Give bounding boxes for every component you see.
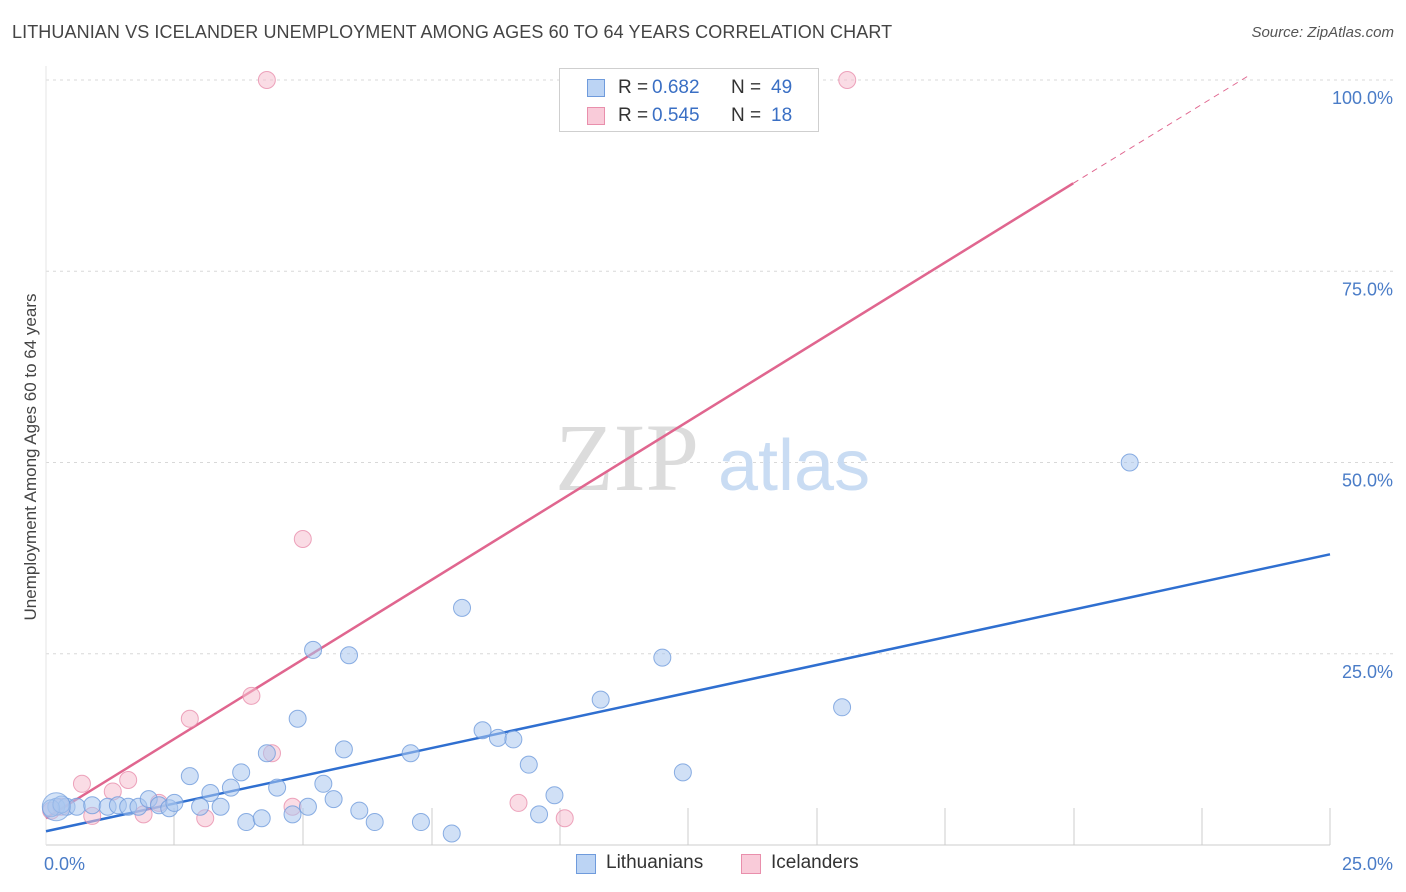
grid-lines bbox=[46, 79, 1395, 655]
point-lithuanian bbox=[191, 797, 210, 816]
point-lithuanian bbox=[221, 778, 240, 797]
point-lithuanian bbox=[833, 698, 852, 717]
point-lithuanian-cluster bbox=[41, 792, 71, 822]
point-lithuanian bbox=[340, 646, 359, 665]
point-lithuanian bbox=[232, 763, 251, 782]
legend-n-label: N = bbox=[731, 105, 762, 126]
point-lithuanian bbox=[365, 813, 384, 832]
point-icelander bbox=[180, 709, 199, 728]
legend-row-icelanders: R = 0.545 N = 18 bbox=[560, 101, 818, 129]
bottom-legend-label-lithuanians: Lithuanians bbox=[606, 852, 704, 873]
point-lithuanian bbox=[314, 774, 333, 793]
point-lithuanian bbox=[298, 797, 317, 816]
point-lithuanian bbox=[411, 813, 430, 832]
point-lithuanian bbox=[237, 813, 256, 832]
legend: R = 0.682 N = 49 R = 0.545 N = 18 bbox=[559, 68, 819, 132]
point-lithuanian bbox=[504, 730, 523, 749]
point-lithuanian bbox=[67, 797, 86, 816]
bottom-legend-label-icelanders: Icelanders bbox=[771, 852, 859, 873]
svg-text:atlas: atlas bbox=[718, 426, 870, 506]
point-lithuanian bbox=[180, 767, 199, 786]
legend-r-value-icelanders: 0.545 bbox=[652, 105, 700, 126]
point-lithuanian bbox=[350, 801, 369, 820]
data-points bbox=[41, 71, 1139, 843]
y-tick-label: 75.0% bbox=[1342, 279, 1393, 299]
y-axis-title: Unemployment Among Ages 60 to 64 years bbox=[21, 294, 40, 621]
point-lithuanian bbox=[653, 648, 672, 667]
point-lithuanian bbox=[324, 790, 343, 809]
trend-line-icelanders bbox=[45, 182, 1074, 820]
watermark: ZIP atlas bbox=[555, 404, 870, 511]
x-tick-label: 25.0% bbox=[1342, 854, 1393, 874]
point-lithuanian bbox=[1120, 453, 1139, 472]
point-icelander bbox=[555, 809, 574, 828]
legend-n-value-icelanders: 18 bbox=[771, 105, 793, 126]
point-lithuanian bbox=[283, 805, 302, 824]
y-tick-label: 25.0% bbox=[1342, 662, 1393, 682]
point-lithuanian bbox=[453, 598, 472, 617]
point-icelander bbox=[72, 774, 91, 793]
point-lithuanian bbox=[401, 744, 420, 763]
point-lithuanian bbox=[591, 690, 610, 709]
legend-n-label: N = bbox=[731, 77, 762, 98]
legend-r-value-lithuanians: 0.682 bbox=[652, 77, 700, 98]
point-lithuanian bbox=[334, 740, 353, 759]
point-lithuanian bbox=[83, 796, 102, 815]
point-icelander bbox=[119, 770, 138, 789]
y-tick-label: 50.0% bbox=[1342, 471, 1393, 491]
bottom-legend-swatch-icelanders bbox=[741, 854, 761, 874]
point-lithuanian bbox=[673, 763, 692, 782]
x-tick-label: 0.0% bbox=[44, 854, 85, 874]
point-lithuanian bbox=[304, 640, 323, 659]
trend-lines bbox=[45, 75, 1331, 833]
point-lithuanian bbox=[268, 778, 287, 797]
point-lithuanian bbox=[530, 805, 549, 824]
point-lithuanian bbox=[488, 728, 507, 747]
legend-n-value-lithuanians: 49 bbox=[771, 77, 793, 98]
point-lithuanian bbox=[473, 721, 492, 740]
point-icelander bbox=[257, 71, 276, 89]
point-lithuanian bbox=[211, 797, 230, 816]
trend-line-icelanders bbox=[1072, 75, 1249, 184]
legend-r-label: R = bbox=[618, 105, 649, 126]
point-icelander bbox=[509, 793, 528, 812]
legend-swatch-icelanders bbox=[587, 107, 605, 125]
point-lithuanian bbox=[252, 809, 271, 828]
y-tick-label: 100.0% bbox=[1332, 88, 1393, 108]
svg-text:ZIP: ZIP bbox=[555, 404, 699, 511]
point-icelander bbox=[838, 71, 857, 89]
point-lithuanian bbox=[519, 755, 538, 774]
legend-swatch-lithuanians bbox=[587, 79, 605, 97]
tick-labels: 25.0% 50.0% 75.0% 100.0% 0.0% 25.0% bbox=[44, 88, 1393, 874]
bottom-legend-swatch-lithuanians bbox=[576, 854, 596, 874]
point-lithuanian bbox=[288, 709, 307, 728]
point-lithuanian bbox=[545, 786, 564, 805]
point-lithuanian bbox=[201, 783, 220, 802]
point-lithuanian bbox=[257, 744, 276, 763]
source-label: Source: ZipAtlas.com bbox=[1251, 24, 1394, 41]
chart-title: LITHUANIAN VS ICELANDER UNEMPLOYMENT AMO… bbox=[12, 22, 893, 42]
point-lithuanian bbox=[442, 824, 461, 843]
point-icelander bbox=[293, 530, 312, 548]
point-lithuanian bbox=[165, 793, 184, 812]
legend-row-lithuanians: R = 0.682 N = 49 bbox=[560, 73, 818, 101]
legend-r-label: R = bbox=[618, 77, 649, 98]
trend-line-lithuanians bbox=[45, 553, 1331, 833]
point-icelander bbox=[242, 686, 261, 705]
